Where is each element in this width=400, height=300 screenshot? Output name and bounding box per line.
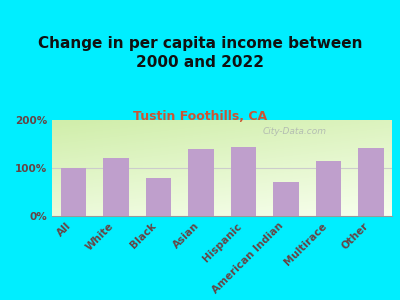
Bar [188,149,214,216]
Bar [358,148,384,216]
Bar [316,161,341,216]
Bar [273,182,298,216]
Bar [60,168,86,216]
Text: Tustin Foothills, CA: Tustin Foothills, CA [133,110,267,122]
Text: City-Data.com: City-Data.com [263,127,327,136]
Bar [146,178,171,216]
Text: Change in per capita income between
2000 and 2022: Change in per capita income between 2000… [38,36,362,70]
Bar [103,158,128,216]
Bar [230,147,256,216]
